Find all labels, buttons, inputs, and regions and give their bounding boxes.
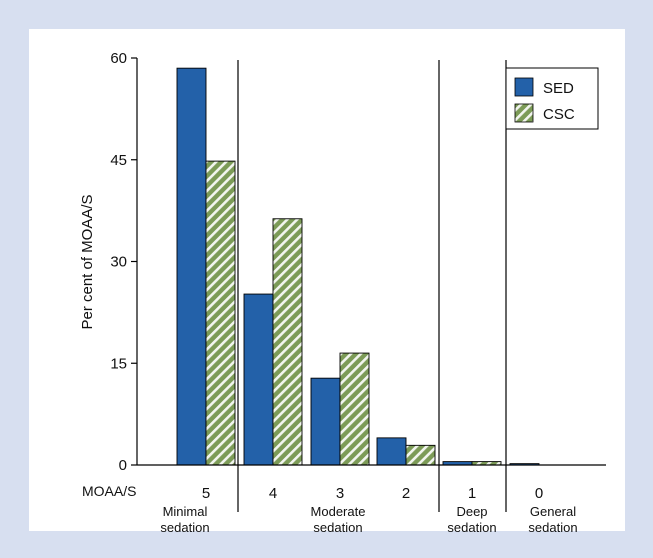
bar-sed-3 <box>310 377 341 466</box>
x-axis-label: MOAA/S <box>82 483 136 499</box>
bar-sed-2 <box>376 437 407 466</box>
group-label: sedation <box>160 520 209 535</box>
bar-csc-3 <box>339 352 370 466</box>
group-label: General <box>530 504 576 519</box>
group-label: Minimal <box>163 504 208 519</box>
x-category-label: 2 <box>402 485 410 502</box>
group-label: Moderate <box>311 504 366 519</box>
x-category-label: 3 <box>336 485 344 502</box>
bar-csc-4 <box>272 218 303 466</box>
x-category-label: 1 <box>468 485 476 502</box>
y-tick-label: 45 <box>110 152 127 169</box>
group-label: sedation <box>447 520 496 535</box>
y-axis-label: Per cent of MOAA/S <box>79 194 96 329</box>
group-label: sedation <box>313 520 362 535</box>
legend-swatch-csc <box>514 103 534 123</box>
bar-csc-5 <box>205 160 236 466</box>
bar-sed-4 <box>243 293 274 466</box>
legend: SED CSC <box>505 67 599 130</box>
bar-sed-5 <box>176 67 207 466</box>
group-label: Deep <box>456 504 487 519</box>
legend-swatch-sed <box>514 77 534 97</box>
y-tick-label: 0 <box>119 457 127 474</box>
y-tick-label: 60 <box>110 50 127 67</box>
bar-csc-2 <box>405 444 436 466</box>
x-category-label: 0 <box>535 485 543 502</box>
legend-label-sed: SED <box>543 80 574 97</box>
x-category-label: 5 <box>202 485 210 502</box>
y-tick-label: 30 <box>110 254 127 271</box>
group-label: sedation <box>528 520 577 535</box>
legend-label-csc: CSC <box>543 106 575 123</box>
x-category-label: 4 <box>269 485 277 502</box>
y-tick-label: 15 <box>110 355 127 372</box>
